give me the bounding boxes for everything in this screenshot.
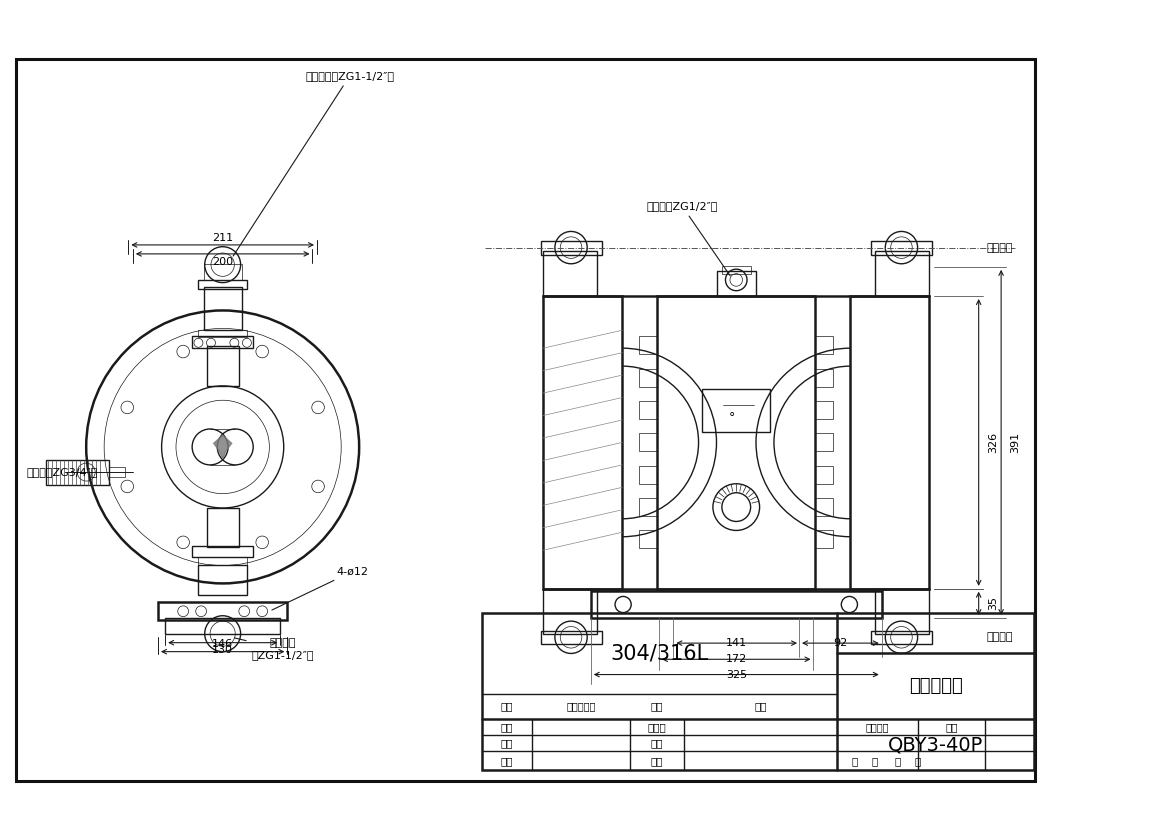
Polygon shape: [213, 435, 232, 459]
Text: 4-ø12: 4-ø12: [272, 566, 369, 610]
Text: （进口）: （进口）: [986, 633, 1013, 643]
Bar: [815, 530, 834, 549]
Bar: [657, 296, 815, 589]
Text: 设计: 设计: [500, 722, 513, 732]
Text: 391: 391: [1011, 432, 1020, 453]
Text: 批准: 批准: [651, 738, 664, 748]
Text: 更改文件号: 更改文件号: [567, 701, 596, 711]
Text: 92: 92: [834, 638, 848, 648]
Bar: [815, 433, 834, 451]
Bar: [192, 546, 253, 558]
Text: 标记: 标记: [500, 701, 513, 711]
Text: 物料进口
（ZG1-1/2″）: 物料进口 （ZG1-1/2″）: [234, 638, 314, 660]
Bar: [204, 264, 241, 280]
Text: 172: 172: [726, 654, 747, 664]
Text: 安装尺尺图: 安装尺尺图: [909, 677, 963, 696]
Bar: [198, 565, 247, 595]
Text: 211: 211: [212, 233, 233, 243]
Text: °: °: [728, 411, 735, 424]
Text: 图样标记: 图样标记: [865, 722, 889, 732]
Text: 进气口（ZG1/2″）: 进气口（ZG1/2″）: [646, 201, 731, 276]
Bar: [639, 402, 657, 419]
Text: 200: 200: [212, 257, 233, 267]
Text: （出口）: （出口）: [986, 243, 1013, 253]
Bar: [703, 389, 771, 432]
Text: 325: 325: [726, 669, 747, 680]
Bar: [815, 402, 834, 419]
Bar: [639, 498, 657, 516]
Bar: [543, 296, 622, 589]
Text: 共: 共: [851, 756, 858, 766]
Text: 日期: 日期: [651, 756, 664, 766]
Bar: [543, 251, 597, 296]
Text: 页: 页: [915, 756, 920, 766]
Text: 消声器（ZG3/4″）: 消声器（ZG3/4″）: [27, 467, 98, 477]
Bar: [198, 558, 247, 564]
Bar: [815, 369, 834, 386]
Bar: [541, 631, 602, 644]
Bar: [639, 466, 657, 484]
Text: 重量: 重量: [945, 722, 958, 732]
Bar: [591, 591, 882, 618]
Text: 304/316L: 304/316L: [610, 643, 708, 664]
Bar: [717, 271, 756, 296]
Bar: [109, 467, 125, 477]
Text: 326: 326: [988, 432, 998, 453]
Text: 141: 141: [726, 638, 747, 648]
Text: 第: 第: [895, 756, 900, 766]
Bar: [639, 530, 657, 549]
Text: 146: 146: [212, 639, 233, 649]
Text: 审核: 审核: [500, 738, 513, 748]
Bar: [204, 287, 241, 330]
Bar: [206, 346, 239, 386]
Bar: [206, 508, 239, 548]
Text: 工艺: 工艺: [500, 756, 513, 766]
Text: QBY3-40P: QBY3-40P: [888, 735, 984, 754]
Text: 页: 页: [871, 756, 877, 766]
Text: 签字: 签字: [651, 701, 664, 711]
Bar: [815, 337, 834, 354]
Bar: [871, 241, 932, 255]
Bar: [639, 337, 657, 354]
Bar: [198, 280, 247, 289]
Bar: [815, 466, 834, 484]
Bar: [876, 589, 930, 633]
Bar: [541, 241, 602, 255]
Bar: [198, 330, 247, 338]
Bar: [815, 498, 834, 516]
Bar: [850, 296, 930, 589]
Bar: [543, 589, 597, 633]
Bar: [46, 459, 109, 485]
Bar: [639, 433, 657, 451]
Bar: [876, 251, 930, 296]
Bar: [639, 369, 657, 386]
Bar: [482, 613, 1034, 770]
Text: 35: 35: [988, 596, 998, 611]
Bar: [165, 617, 280, 633]
Bar: [871, 631, 932, 644]
Text: 标准化: 标准化: [648, 722, 666, 732]
Text: 日期: 日期: [754, 701, 767, 711]
Text: 130: 130: [212, 645, 233, 655]
Text: 物料出口（ZG1-1/2″）: 物料出口（ZG1-1/2″）: [233, 71, 395, 256]
Bar: [158, 602, 287, 620]
Bar: [192, 337, 253, 348]
Bar: [721, 266, 751, 274]
